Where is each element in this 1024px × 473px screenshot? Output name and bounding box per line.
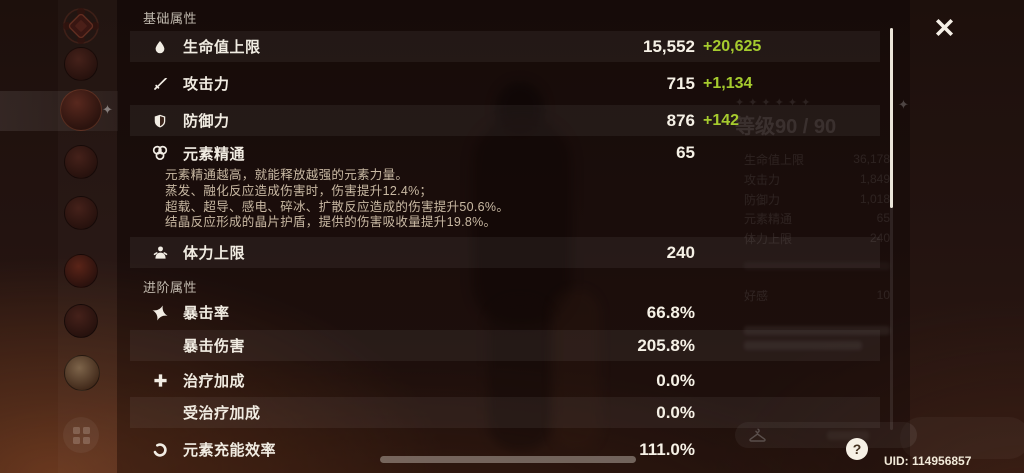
atk-icon bbox=[150, 76, 170, 92]
elemental-mastery-description: 元素精通越高，就能释放越强的元素力量。 蒸发、融化反应造成伤害时，伤害提升12.… bbox=[165, 168, 510, 230]
stat-value: 205.8% bbox=[637, 335, 695, 355]
stat-value: 715 bbox=[666, 73, 695, 93]
character-avatar[interactable] bbox=[64, 254, 98, 288]
def-icon bbox=[150, 113, 170, 129]
bg-panel-corner bbox=[900, 417, 1024, 459]
bg-corner-star: ✦ bbox=[898, 97, 909, 112]
stat-bonus-value: +142 bbox=[703, 111, 740, 129]
close-button[interactable] bbox=[931, 14, 957, 40]
stat-value: 15,552 bbox=[643, 36, 695, 56]
stat-row-crit-rate: 暴击率 66.8% bbox=[130, 297, 880, 328]
attributes-panel-overlay bbox=[117, 0, 910, 473]
bg-stat-row: 体力上限 240 bbox=[744, 231, 890, 246]
bg-stat-row: 攻击力 1,849 bbox=[744, 172, 890, 187]
stat-row-def: 防御力 876 +142 bbox=[130, 105, 880, 136]
stat-row-healing-bonus: 治疗加成 0.0% bbox=[130, 365, 880, 396]
party-grid-button[interactable] bbox=[63, 417, 99, 453]
stat-row-crit-dmg: 暴击伤害 205.8% bbox=[130, 330, 880, 361]
stat-value: 111.0% bbox=[639, 439, 695, 459]
avatar-sparkle-icon: ✦ bbox=[102, 102, 113, 117]
stat-row-max-stamina: 体力上限 240 bbox=[130, 237, 880, 268]
question-mark-icon: ? bbox=[852, 441, 862, 457]
character-avatar[interactable] bbox=[64, 304, 98, 338]
stat-row-atk: 攻击力 715 +1,134 bbox=[130, 68, 880, 99]
home-indicator-bar[interactable] bbox=[380, 456, 636, 463]
energy-recharge-icon bbox=[150, 442, 170, 458]
stat-value: 65 bbox=[676, 143, 695, 162]
stat-value: 0.0% bbox=[656, 402, 695, 422]
stat-value: 66.8% bbox=[646, 302, 695, 322]
stat-value: 0.0% bbox=[656, 370, 695, 390]
uid-label: UID: 114956857 bbox=[884, 454, 972, 468]
scrollbar-thumb[interactable] bbox=[890, 28, 893, 208]
crit-rate-icon bbox=[150, 304, 170, 321]
stat-row-incoming-healing-bonus: 受治疗加成 0.0% bbox=[130, 397, 880, 428]
character-avatar-selected[interactable] bbox=[60, 89, 102, 131]
stat-row-energy-recharge: 元素充能效率 111.0% bbox=[130, 434, 880, 465]
stats-scrollbar[interactable] bbox=[890, 28, 893, 430]
stat-bonus-value: +1,134 bbox=[703, 74, 753, 92]
grid-icon bbox=[72, 426, 90, 444]
bg-level-label: 等级90 / 90 bbox=[735, 116, 837, 138]
base-attributes-header: 基础属性 bbox=[143, 11, 198, 26]
healing-bonus-icon bbox=[150, 373, 170, 389]
bg-stat-row: 元素精通 65 bbox=[744, 211, 890, 226]
stat-bonus-value: +20,625 bbox=[703, 37, 762, 55]
character-avatar[interactable] bbox=[64, 47, 98, 81]
stat-value: 240 bbox=[666, 242, 695, 262]
character-avatar[interactable] bbox=[64, 145, 98, 179]
element-emblem-icon bbox=[60, 6, 102, 46]
stat-row-elemental-mastery: 元素精通 65 bbox=[130, 139, 880, 167]
bg-stat-row: 防御力 1,018 bbox=[744, 192, 890, 207]
character-avatar[interactable] bbox=[64, 355, 100, 391]
advanced-attributes-header: 进阶属性 bbox=[143, 280, 198, 295]
character-avatar[interactable] bbox=[64, 196, 98, 230]
bg-star-rating: ✦✦✦✦✦✦ bbox=[735, 97, 815, 109]
bg-outfit-button bbox=[735, 422, 917, 448]
bg-stat-row: 生命值上限 36,178 bbox=[744, 152, 890, 167]
stat-value: 876 bbox=[666, 110, 695, 130]
elemental-mastery-icon bbox=[150, 145, 170, 161]
stamina-icon bbox=[150, 245, 170, 261]
help-button[interactable]: ? bbox=[846, 438, 868, 460]
close-icon bbox=[935, 18, 953, 36]
bg-friendship-row: 好感 10 bbox=[744, 288, 890, 303]
hp-icon bbox=[150, 39, 170, 55]
stat-row-max-hp: 生命值上限 15,552 +20,625 bbox=[130, 31, 880, 62]
hanger-icon bbox=[749, 428, 766, 442]
